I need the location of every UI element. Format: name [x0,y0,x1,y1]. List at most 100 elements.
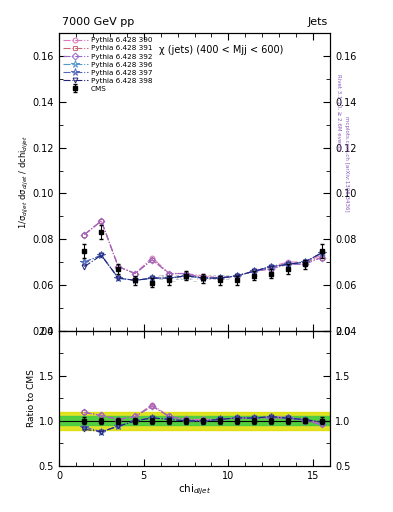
Pythia 6.428 390 [184,270,188,276]
Pythia 6.428 398 [235,273,239,279]
Pythia 6.428 390 [99,218,104,224]
Bar [59,412,330,430]
X-axis label: chi$_{dijet}$: chi$_{dijet}$ [178,482,211,497]
Pythia 6.428 396 [252,268,256,274]
Pythia 6.428 391 [133,270,138,276]
Pythia 6.428 396 [201,275,206,281]
Pythia 6.428 398 [99,252,104,258]
Pythia 6.428 391 [285,261,290,267]
Text: mcplots.cern.ch [arXiv:1306.3436]: mcplots.cern.ch [arXiv:1306.3436] [344,116,349,211]
Pythia 6.428 398 [218,275,222,281]
Pythia 6.428 398 [252,268,256,274]
Text: χ (jets) (400 < Mjj < 600): χ (jets) (400 < Mjj < 600) [160,45,284,55]
Pythia 6.428 397 [252,268,256,274]
Pythia 6.428 398 [133,278,138,284]
Pythia 6.428 397 [99,252,104,258]
Pythia 6.428 396 [218,275,222,281]
Pythia 6.428 391 [201,275,206,281]
Pythia 6.428 397 [319,250,324,256]
Pythia 6.428 396 [268,264,273,270]
Pythia 6.428 397 [150,275,154,281]
Pythia 6.428 397 [82,259,87,265]
Pythia 6.428 398 [116,275,121,281]
Pythia 6.428 396 [184,273,188,279]
Pythia 6.428 397 [268,264,273,270]
Pythia 6.428 392 [167,270,171,276]
Line: Pythia 6.428 397: Pythia 6.428 397 [81,249,325,284]
Pythia 6.428 390 [252,268,256,274]
Pythia 6.428 392 [201,275,206,281]
Pythia 6.428 391 [218,275,222,281]
Pythia 6.428 397 [285,261,290,267]
Pythia 6.428 390 [302,259,307,265]
Pythia 6.428 397 [302,259,307,265]
Pythia 6.428 391 [252,268,256,274]
Pythia 6.428 390 [201,273,206,279]
Pythia 6.428 392 [252,268,256,274]
Pythia 6.428 397 [133,278,138,284]
Pythia 6.428 392 [235,273,239,279]
Pythia 6.428 391 [167,270,171,276]
Pythia 6.428 396 [133,278,138,284]
Pythia 6.428 390 [167,270,171,276]
Pythia 6.428 396 [302,259,307,265]
Pythia 6.428 396 [285,261,290,267]
Pythia 6.428 390 [268,264,273,270]
Pythia 6.428 398 [268,264,273,270]
Text: Jets: Jets [307,17,327,27]
Pythia 6.428 398 [302,259,307,265]
Pythia 6.428 392 [285,261,290,267]
Pythia 6.428 391 [150,257,154,263]
Y-axis label: 1/σ$_{dijet}$ dσ$_{dijet}$ / dchi$_{dijet}$: 1/σ$_{dijet}$ dσ$_{dijet}$ / dchi$_{dije… [18,135,31,229]
Pythia 6.428 390 [285,259,290,265]
Pythia 6.428 392 [150,257,154,263]
Pythia 6.428 398 [150,275,154,281]
Y-axis label: Ratio to CMS: Ratio to CMS [27,369,36,427]
Text: CMS_2012_I1090423: CMS_2012_I1090423 [158,274,231,281]
Pythia 6.428 390 [133,270,138,276]
Pythia 6.428 392 [218,275,222,281]
Pythia 6.428 390 [218,275,222,281]
Pythia 6.428 392 [116,264,121,270]
Pythia 6.428 398 [82,264,87,270]
Pythia 6.428 392 [319,254,324,261]
Pythia 6.428 398 [285,261,290,267]
Line: Pythia 6.428 398: Pythia 6.428 398 [82,250,324,283]
Pythia 6.428 391 [319,254,324,261]
Pythia 6.428 397 [201,275,206,281]
Pythia 6.428 396 [167,275,171,281]
Line: Pythia 6.428 392: Pythia 6.428 392 [82,219,324,281]
Pythia 6.428 396 [116,275,121,281]
Text: 7000 GeV pp: 7000 GeV pp [62,17,134,27]
Pythia 6.428 392 [302,261,307,267]
Pythia 6.428 392 [268,266,273,272]
Pythia 6.428 390 [116,264,121,270]
Line: Pythia 6.428 390: Pythia 6.428 390 [82,219,324,281]
Pythia 6.428 396 [82,259,87,265]
Text: Rivet 3.1.10, ≥ 2.6M events: Rivet 3.1.10, ≥ 2.6M events [336,74,341,151]
Pythia 6.428 396 [150,275,154,281]
Pythia 6.428 398 [201,275,206,281]
Pythia 6.428 391 [268,266,273,272]
Pythia 6.428 391 [302,259,307,265]
Pythia 6.428 390 [235,273,239,279]
Pythia 6.428 397 [184,273,188,279]
Line: Pythia 6.428 391: Pythia 6.428 391 [82,219,324,281]
Pythia 6.428 391 [184,270,188,276]
Pythia 6.428 391 [99,218,104,224]
Pythia 6.428 391 [235,273,239,279]
Pythia 6.428 398 [319,250,324,256]
Pythia 6.428 397 [218,275,222,281]
Pythia 6.428 392 [82,231,87,238]
Pythia 6.428 392 [99,218,104,224]
Pythia 6.428 390 [319,252,324,258]
Bar [59,416,330,425]
Pythia 6.428 391 [82,231,87,238]
Pythia 6.428 396 [319,250,324,256]
Pythia 6.428 392 [184,270,188,276]
Pythia 6.428 397 [235,273,239,279]
Pythia 6.428 392 [133,270,138,276]
Pythia 6.428 390 [82,231,87,238]
Pythia 6.428 398 [167,275,171,281]
Pythia 6.428 396 [235,273,239,279]
